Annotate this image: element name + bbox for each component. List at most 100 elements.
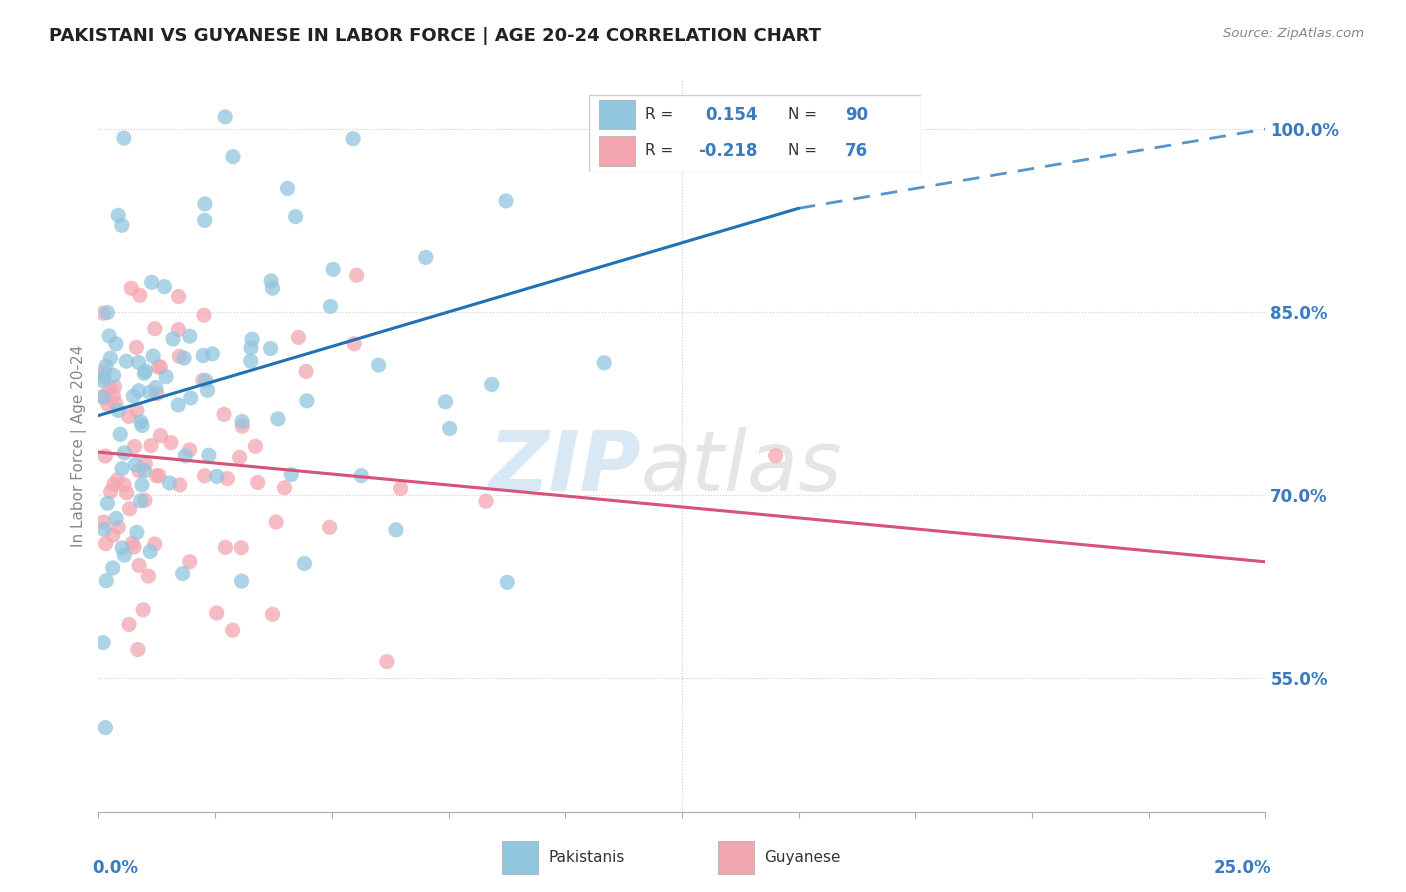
Point — [103, 477, 125, 491]
Point — [284, 210, 307, 224]
Point — [107, 520, 129, 534]
Point — [111, 219, 134, 233]
Point — [93, 515, 115, 529]
Point — [367, 358, 389, 372]
Point — [134, 493, 156, 508]
Point — [105, 511, 128, 525]
Point — [180, 391, 202, 405]
Point — [134, 457, 156, 471]
Point — [93, 364, 115, 378]
Point — [131, 418, 153, 433]
Point — [173, 351, 195, 365]
Point — [107, 403, 129, 417]
Point — [322, 262, 344, 277]
Point — [100, 484, 122, 499]
Point — [128, 384, 150, 398]
Point — [142, 349, 165, 363]
Point — [434, 394, 457, 409]
Point — [112, 446, 135, 460]
Point — [96, 574, 118, 588]
Point — [139, 385, 162, 400]
Point — [118, 501, 141, 516]
Point — [179, 555, 201, 569]
Point — [765, 449, 787, 463]
Point — [124, 458, 146, 472]
Point — [117, 409, 139, 424]
Point — [112, 548, 135, 562]
Point — [128, 288, 150, 302]
Point — [155, 369, 177, 384]
Point — [350, 468, 373, 483]
Point — [222, 150, 245, 164]
Point — [389, 482, 412, 496]
Point — [343, 336, 366, 351]
Point — [145, 380, 167, 394]
Text: ZIP: ZIP — [488, 427, 641, 508]
Point — [191, 373, 214, 387]
Point — [319, 300, 342, 314]
Point — [221, 624, 243, 638]
Point — [96, 305, 118, 319]
Point — [475, 494, 498, 508]
Point — [132, 603, 155, 617]
Point — [191, 349, 214, 363]
Point — [167, 289, 190, 303]
Point — [124, 440, 146, 454]
Point — [194, 213, 217, 227]
Point — [174, 449, 197, 463]
Point — [495, 194, 517, 208]
Point — [162, 332, 184, 346]
Point — [97, 397, 120, 411]
Point — [149, 359, 172, 374]
Point — [98, 381, 121, 395]
Point — [134, 364, 156, 378]
Point — [94, 449, 117, 463]
Point — [295, 393, 318, 408]
Point — [145, 468, 167, 483]
Text: 0.0%: 0.0% — [93, 859, 139, 877]
Point — [93, 369, 115, 384]
Text: atlas: atlas — [641, 427, 842, 508]
Point — [439, 421, 461, 435]
Point — [104, 337, 127, 351]
Point — [205, 606, 228, 620]
Point — [125, 525, 148, 540]
Point — [122, 389, 145, 403]
Point — [240, 341, 263, 355]
Point — [201, 347, 224, 361]
Point — [110, 427, 132, 442]
Point — [262, 607, 284, 622]
Point — [194, 468, 217, 483]
Point — [94, 721, 117, 735]
Point — [141, 275, 163, 289]
Point — [593, 356, 616, 370]
Point — [148, 360, 170, 375]
Point — [122, 540, 145, 554]
Point — [179, 329, 201, 343]
Point — [128, 464, 150, 478]
Point — [115, 354, 138, 368]
Point — [260, 274, 283, 288]
Point — [264, 515, 287, 529]
Point — [415, 251, 437, 265]
Point — [496, 575, 519, 590]
Point — [240, 332, 263, 346]
Point — [120, 281, 142, 295]
Point — [167, 322, 190, 336]
Point — [103, 380, 125, 394]
Point — [143, 321, 166, 335]
Point — [127, 642, 149, 657]
Point — [128, 558, 150, 573]
Point — [91, 635, 114, 649]
Point — [129, 493, 152, 508]
Point — [91, 374, 114, 388]
Point — [167, 398, 190, 412]
Point — [103, 388, 125, 402]
Point — [375, 655, 398, 669]
Point — [128, 355, 150, 369]
Y-axis label: In Labor Force | Age 20-24: In Labor Force | Age 20-24 — [72, 345, 87, 547]
Point — [231, 574, 253, 588]
Text: 25.0%: 25.0% — [1213, 859, 1271, 877]
Point — [259, 342, 281, 356]
Point — [342, 132, 364, 146]
